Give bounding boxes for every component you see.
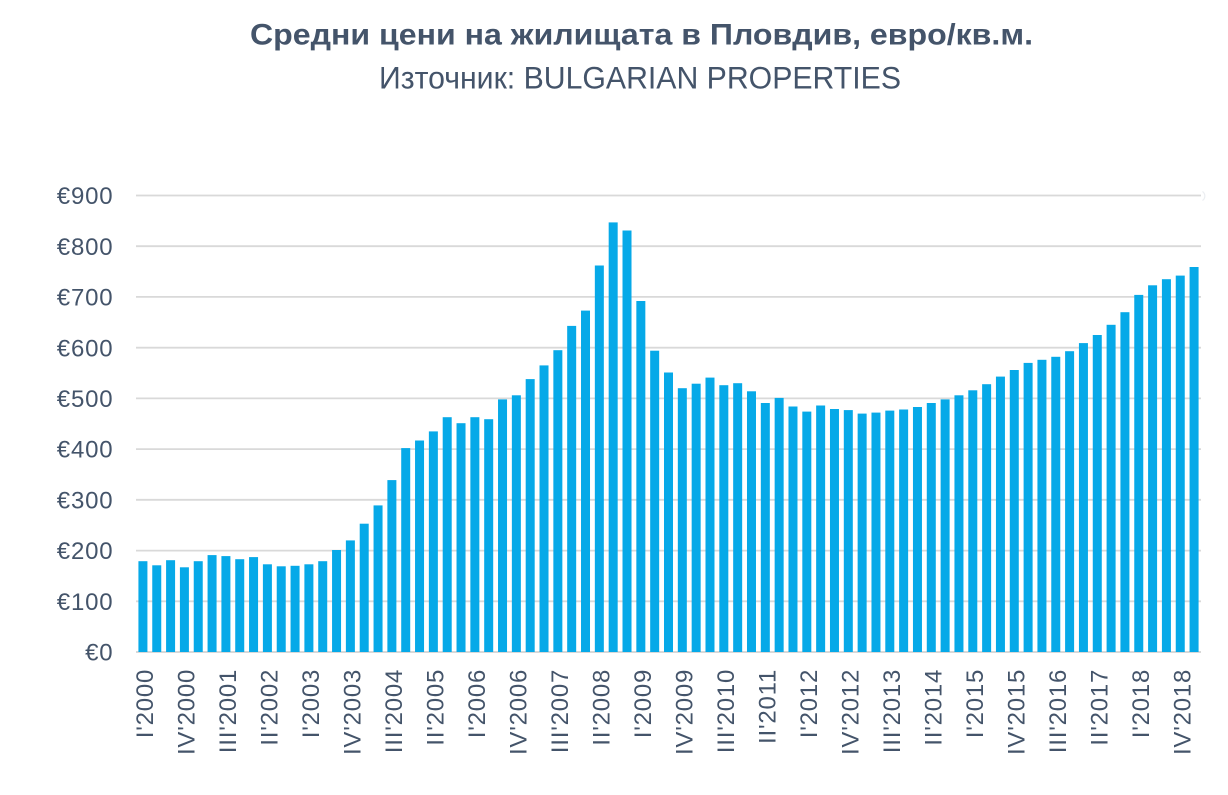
svg-text:II'2008: II'2008 [589,669,616,746]
svg-text:€800: €800 [57,234,114,261]
svg-text:€300: €300 [57,487,114,514]
svg-text:III'2004: III'2004 [381,669,408,753]
svg-text:IV'2003: IV'2003 [340,669,367,755]
svg-text:I'2018: I'2018 [1128,669,1155,738]
svg-text:III'2001: III'2001 [215,669,242,753]
svg-text:IV'2012: IV'2012 [838,669,865,755]
svg-text:Източник: BULGARIAN PROPERTIES: Източник: BULGARIAN PROPERTIES [379,61,901,96]
svg-text:IV'2009: IV'2009 [672,669,699,755]
svg-text:€900: €900 [57,183,114,210]
svg-text:II'2017: II'2017 [1087,669,1114,746]
svg-text:€700: €700 [57,285,114,312]
svg-text:IV'2018: IV'2018 [1170,669,1197,755]
svg-text:€400: €400 [57,437,114,464]
svg-text:III'2013: III'2013 [879,669,906,753]
svg-text:II'2002: II'2002 [257,669,284,746]
svg-text:I'2003: I'2003 [298,669,325,738]
svg-text:IV'2006: IV'2006 [506,669,533,755]
svg-text:€100: €100 [57,589,114,616]
svg-text:II'2014: II'2014 [921,669,948,746]
svg-text:Средни цени на жилищата в Плов: Средни цени на жилищата в Пловдив, евро/… [250,19,1033,52]
svg-text:II'2011: II'2011 [755,669,782,744]
svg-text:III'2016: III'2016 [1045,669,1072,753]
svg-text:I'2015: I'2015 [962,669,989,738]
svg-text:III'2010: III'2010 [713,669,740,753]
svg-text:I'2006: I'2006 [464,669,491,738]
svg-text:III'2007: III'2007 [547,669,574,753]
svg-text:€600: €600 [57,335,114,362]
svg-text:I'2009: I'2009 [630,669,657,738]
svg-text:I'2012: I'2012 [796,669,823,738]
svg-text:€200: €200 [57,538,114,565]
svg-text:I'2000: I'2000 [132,669,159,738]
svg-text:II'2005: II'2005 [423,669,450,746]
svg-text:IV'2000: IV'2000 [174,669,201,755]
svg-text:€500: €500 [57,386,114,413]
svg-text:€0: €0 [85,640,113,667]
svg-text:IV'2015: IV'2015 [1004,669,1031,755]
